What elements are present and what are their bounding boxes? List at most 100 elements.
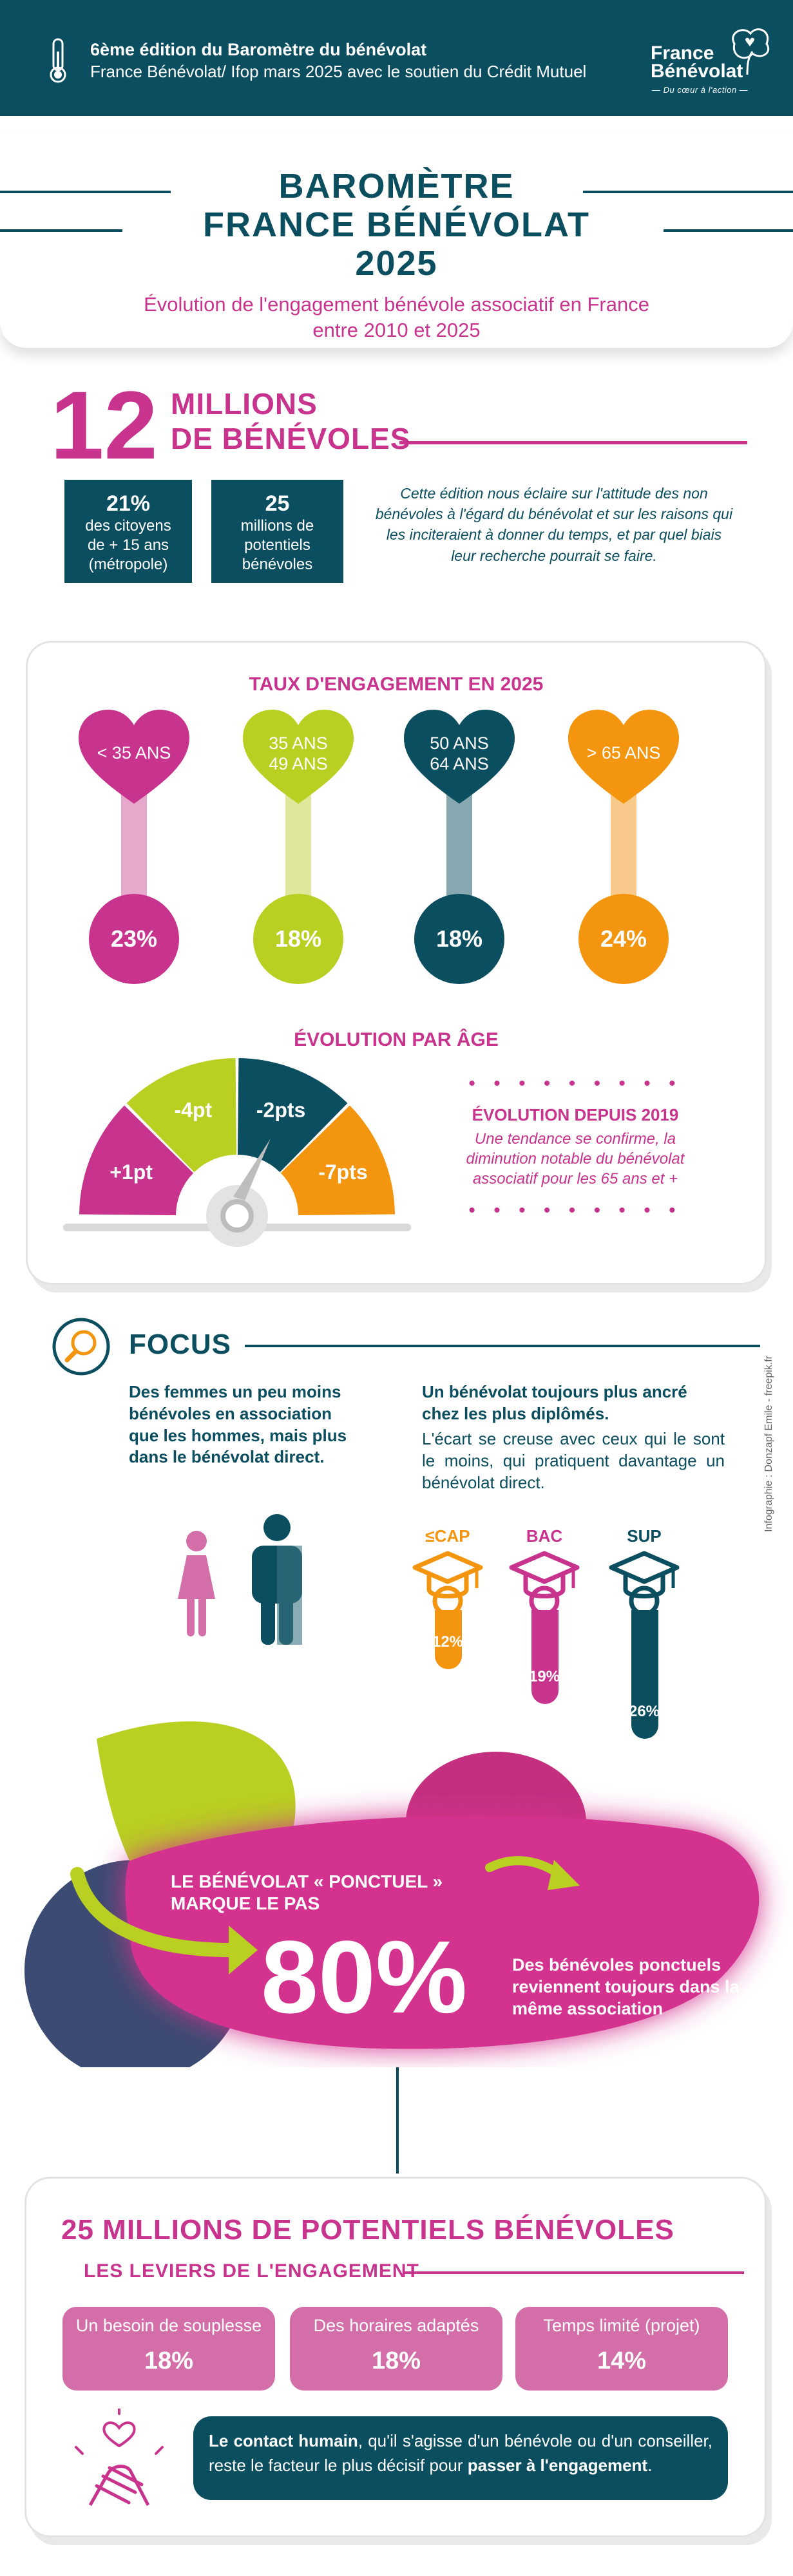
lever-flexibility: Un besoin de souplesse 18% [62,2307,275,2391]
header-banner: 6ème édition du Baromètre du bénévolat F… [0,0,793,116]
france-benevolat-logo: France Bénévolat — Du cœur à l'action — [651,24,773,95]
volunteers-unit-line2: DE BÉNÉVOLES [171,422,411,456]
gauge-segment-2 [237,1058,348,1173]
magnifier-icon [52,1318,110,1376]
focus-degree-headline: Un bénévolat toujours plus ancré chez le… [422,1382,687,1423]
stat-citizens-value: 21% [106,491,151,516]
degree-bar [631,1610,658,1739]
edition-source: France Bénévolat/ Ifop mars 2025 avec le… [90,62,587,81]
degree-1: BAC 19% [509,1526,580,1745]
graduation-cap-icon [609,1551,680,1614]
tree-logo-icon [732,28,769,75]
lever-limited-time: Temps limité (projet) 14% [515,2307,728,2391]
thermometer-icon [50,38,66,83]
ponctuel-label: LE BÉNÉVOLAT « PONCTUEL » MARQUE LE PAS [171,1871,443,1913]
age-label-line1: > 65 ANS [586,743,661,762]
age-rate: 18% [253,894,343,984]
engagement-title: TAUX D'ENGAGEMENT EN 2025 [249,674,544,695]
volunteers-unit: MILLIONS DE BÉNÉVOLES [171,386,410,457]
evolution-since-text: Une tendance se confirme, la diminution … [466,1130,685,1188]
lever-value: 14% [597,2347,647,2374]
title-divider-right-2 [664,229,793,232]
connector-line [396,2067,399,2174]
gauge-segment-3 [280,1105,395,1216]
lever-label: Des horaires adaptés [313,2316,479,2335]
age-rate: 23% [89,894,179,984]
ponctuel-illustration [24,1721,760,2067]
stat-citizens-box: 21% des citoyens de + 15 ans (métropole) [64,480,192,583]
evolution-gauge: +1pt -4pt -2pts -7pts [63,1058,411,1247]
age-label-line1: < 35 ANS [97,743,171,762]
intro-text: Cette édition nous éclaire sur l'attitud… [375,485,733,564]
focus-degree-text: L'écart se creuse avec ceux qui le sont … [422,1429,725,1492]
degree-label: BAC [526,1526,563,1546]
contact-bold-1: Le contact humain [209,2431,358,2450]
age-label-line2: 64 ANS [430,754,489,774]
age-group-0: < 35 ANS 23% [76,707,192,1003]
heart-icon [568,710,679,804]
degree-value: 26% [628,1703,660,1720]
woman-icon [178,1531,215,1636]
degree-2: SUP 26% [609,1526,680,1745]
degree-label: ≤CAP [425,1526,470,1546]
stat-potential-line2: potentiels [244,536,311,554]
logo-text-france: France [651,43,714,64]
contact-bold-2: passer à l'engagement [467,2455,648,2475]
gauge-segment-0 [79,1105,194,1216]
age-label-line1: 35 ANS [269,734,328,753]
degree-bar [435,1610,462,1669]
focus-divider [245,1345,760,1347]
age-rate: 24% [578,894,669,984]
subtitle-line1: Évolution de l'engagement bénévole assoc… [144,293,649,316]
contact-mid: , qu'il s'agisse d'un bénévole ou d'un c… [209,2431,713,2475]
contact-end: . [647,2455,653,2475]
headline-divider [399,441,747,444]
edition-title: 6ème édition du Baromètre du bénévolat [90,40,427,59]
volunteers-unit-line1: MILLIONS [171,387,318,421]
gauge-needle [233,1139,271,1200]
evolution-since-2019: • • • • • • • • • ÉVOLUTION DEPUIS 2019 … [440,1074,711,1220]
potentiels-title: 25 MILLIONS DE POTENTIELS BÉNÉVOLES [61,2214,674,2246]
stat-potential-line3: bénévoles [242,556,313,573]
stat-potential-line1: millions de [240,517,314,535]
focus-title: FOCUS [129,1329,231,1360]
degree-0: ≤CAP 12% [412,1526,483,1745]
lever-label: Un besoin de souplesse [75,2316,262,2335]
degree-value: 12% [432,1633,464,1651]
stat-citizens-line1: des citoyens [85,517,171,535]
levers-subtitle: LES LEVIERS DE L'ENGAGEMENT [84,2260,419,2282]
graduation-cap-icon [412,1551,483,1614]
ponctuel-value: 80% [261,1919,468,2034]
dots-bottom: • • • • • • • • • [468,1199,682,1221]
age-group-2: 50 ANS 64 ANS 18% [401,707,517,1003]
infographic-credit: Infographie : Donzapf Emile - freepik.fr [763,1356,774,1532]
main-title-line2: FRANCE BÉNÉVOLAT [202,205,590,244]
gauge-hub-center [220,1199,254,1233]
gauge-segment-1 [126,1058,237,1173]
gauge-label: -4pt [175,1099,213,1122]
gauge-label: +1pt [110,1160,153,1184]
main-title-line1: BAROMÈTRE [278,167,515,205]
dots-top: • • • • • • • • • [468,1073,682,1094]
age-group-1: 35 ANS 49 ANS 18% [240,707,356,1003]
heart-icon [79,710,189,804]
title-divider-left [0,191,171,193]
age-label: < 35 ANS [76,743,192,763]
subtitle-line2: entre 2010 et 2025 [312,319,481,341]
age-label-line2: 49 ANS [269,754,328,774]
engagement-card: TAUX D'ENGAGEMENT EN 2025 < 35 ANS 23% 35 … [26,641,767,1285]
degree-value: 19% [528,1668,560,1685]
heart-icon [404,710,515,804]
stat-potential-value: 25 [265,491,290,516]
age-label: 50 ANS 64 ANS [401,733,517,775]
title-divider-right [583,191,793,193]
heart-icon [243,710,354,804]
age-group-3: > 65 ANS 24% [566,707,682,1003]
lever-value: 18% [144,2347,194,2374]
main-title-year: 2025 [355,244,438,283]
volunteers-count: 12 [50,371,158,479]
age-rate: 18% [414,894,504,984]
focus-gender-text: Des femmes un peu moins bénévoles en ass… [129,1382,347,1467]
lever-label: Temps limité (projet) [543,2316,700,2335]
stat-potential-box: 25 millions de potentiels bénévoles [211,480,343,583]
